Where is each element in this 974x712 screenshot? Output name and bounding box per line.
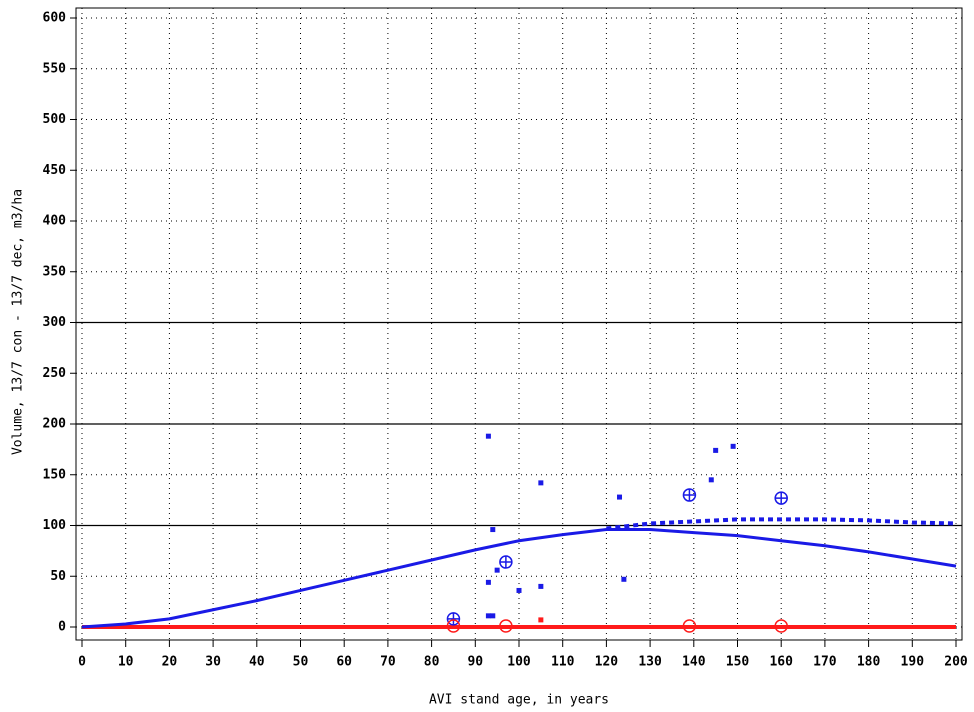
circle-point xyxy=(682,619,697,633)
x-tick-label: 180 xyxy=(857,655,881,670)
point xyxy=(538,583,544,589)
circle-point xyxy=(774,619,788,633)
dotted-line xyxy=(606,517,957,531)
x-tick-label: 190 xyxy=(901,655,925,670)
x-tick-label: 150 xyxy=(726,655,750,670)
circle-plus-point xyxy=(774,491,788,505)
y-tick-label: 150 xyxy=(43,467,67,482)
x-tick-label: 0 xyxy=(78,655,86,670)
x-axis-label: AVI stand age, in years xyxy=(429,693,609,708)
point xyxy=(485,579,491,585)
point xyxy=(730,443,736,449)
point xyxy=(485,433,491,439)
circle-plus-point xyxy=(682,488,697,502)
x-tick-label: 40 xyxy=(249,655,265,670)
x-tick-label: 10 xyxy=(118,655,134,670)
x-tick-label: 30 xyxy=(205,655,221,670)
x-tick-label: 110 xyxy=(551,655,575,670)
circle-plus-point xyxy=(446,612,461,626)
y-tick-label: 250 xyxy=(43,366,67,381)
x-tick-label: 60 xyxy=(336,655,352,670)
x-tick-label: 140 xyxy=(682,655,706,670)
point xyxy=(485,613,491,619)
y-axis-label: Volume, 13/7 con - 13/7 dec, m3/ha xyxy=(11,189,26,455)
x-tick-label: 50 xyxy=(293,655,309,670)
y-tick-label: 300 xyxy=(43,315,67,330)
point xyxy=(490,527,496,533)
x-tick-label: 20 xyxy=(162,655,178,670)
line xyxy=(81,528,957,629)
y-tick-label: 50 xyxy=(50,569,66,584)
x-tick-label: 160 xyxy=(769,655,793,670)
point xyxy=(617,494,623,500)
point xyxy=(538,617,544,623)
y-tick-label: 500 xyxy=(43,112,67,127)
y-tick-label: 100 xyxy=(43,518,67,533)
point xyxy=(516,587,522,593)
circle-point xyxy=(499,619,513,633)
point xyxy=(621,576,627,582)
circle-plus-point xyxy=(499,555,513,569)
y-tick-label: 400 xyxy=(43,214,67,229)
point xyxy=(490,613,496,619)
point xyxy=(713,447,719,453)
y-tick-label: 350 xyxy=(43,264,67,279)
y-tick-label: 200 xyxy=(43,417,67,432)
y-tick-label: 600 xyxy=(43,11,67,26)
x-tick-label: 200 xyxy=(944,655,968,670)
x-tick-label: 120 xyxy=(595,655,619,670)
y-tick-label: 0 xyxy=(58,620,66,635)
x-tick-label: 90 xyxy=(467,655,483,670)
x-tick-label: 130 xyxy=(638,655,662,670)
y-tick-label: 550 xyxy=(43,61,67,76)
x-tick-label: 170 xyxy=(813,655,837,670)
y-tick-label: 450 xyxy=(43,163,67,178)
x-tick-label: 100 xyxy=(507,655,531,670)
point xyxy=(494,567,500,573)
point xyxy=(538,480,544,486)
point xyxy=(708,477,714,483)
x-tick-label: 70 xyxy=(380,655,396,670)
x-tick-label: 80 xyxy=(424,655,440,670)
circle-point xyxy=(446,619,461,633)
